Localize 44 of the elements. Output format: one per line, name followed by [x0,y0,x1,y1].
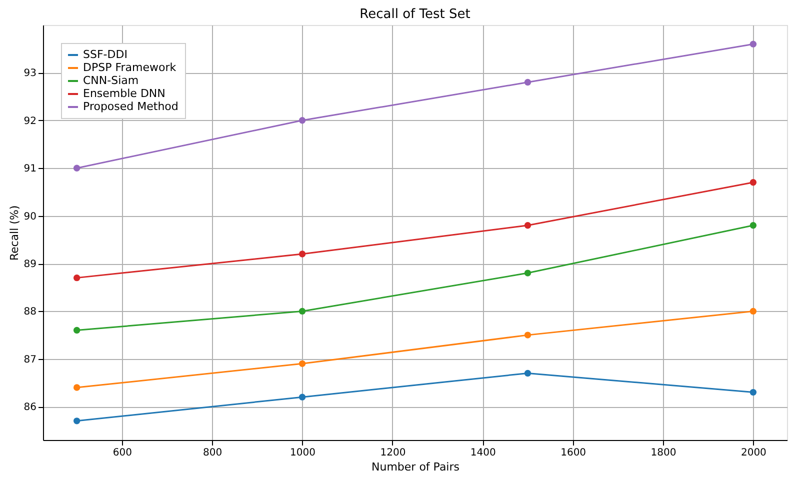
legend-label: SSF-DDI [83,48,128,61]
y-tick-label: 86 [24,402,36,414]
point [73,418,80,424]
point [524,78,532,86]
legend-label: DPSP Framework [83,61,177,74]
point [750,222,757,229]
point [73,274,80,282]
x-tick-label: 1000 [290,448,316,458]
point [298,360,306,368]
y-tick-label: 87 [24,354,36,366]
point [73,384,80,391]
y-tick-label: 92 [24,116,36,127]
legend-label: Ensemble DNN [83,87,166,100]
point [524,332,532,338]
point [750,40,757,48]
point [524,370,532,377]
x-axis-title: Number of Pairs [372,460,460,474]
x-tick-label: 600 [112,448,132,458]
y-tick-label: 91 [24,164,36,175]
y-tick-label: 89 [24,259,36,270]
x-tick-label: 800 [203,448,222,458]
point [524,270,532,276]
y-tick-label: 88 [24,306,36,318]
point [750,308,757,315]
chart-title: Recall of Test Set [360,7,470,22]
point [298,117,306,124]
point [524,222,532,229]
y-tick-label: 93 [24,68,36,80]
point [73,326,80,334]
x-tick-label: 1800 [650,448,676,458]
point [298,308,306,315]
point [750,388,757,396]
point [73,164,80,172]
x-tick-label: 1400 [470,448,496,458]
y-tick-label: 90 [24,211,36,222]
legend-label: Proposed Method [83,100,178,113]
x-tick-label: 1200 [380,448,406,458]
x-tick-label: 2000 [740,448,766,458]
x-tick-label: 1600 [560,448,586,458]
point [298,394,306,400]
y-axis-title: Recall (%) [8,205,21,261]
point [298,250,306,258]
point [750,179,757,186]
legend-label: CNN-Siam [83,74,139,87]
